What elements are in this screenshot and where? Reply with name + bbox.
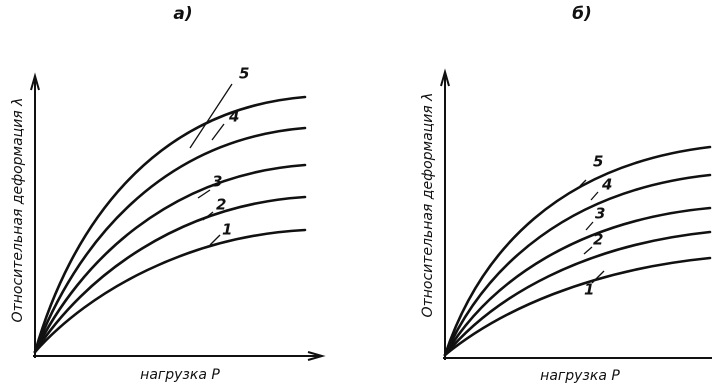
curve-label: 2 [216,196,226,214]
curve [33,163,307,354]
y-axis [30,72,40,358]
curve [33,228,307,354]
curve [443,230,712,357]
panel-b: б) Относительная деформация λ нагрузка P… [420,4,712,384]
leader [211,123,225,141]
y-axis-label: Относительная деформация λ [10,98,26,323]
leader [583,246,593,255]
curve [33,126,307,354]
curve [443,173,712,357]
leader [197,189,211,199]
leader [590,191,599,201]
leader [202,211,214,221]
panel-label: б) [572,4,592,24]
curve-label: 3 [212,173,222,191]
curve [33,195,307,354]
panel-a: а) Относительная деформация λ нагрузка P… [10,4,326,383]
x-axis-label: нагрузка P [140,367,220,383]
leader [189,83,233,149]
curve-label: 5 [593,153,603,171]
panel-label: а) [173,4,192,24]
leader [591,270,605,284]
curve-label: 3 [595,205,605,223]
x-axis [33,351,326,361]
curve-label: 2 [593,231,603,249]
curve [443,206,712,357]
leader [579,179,587,187]
leader [585,221,594,231]
y-axis [440,68,450,360]
y-axis-label: Относительная деформация λ [420,93,436,318]
curve-label: 1 [222,221,232,239]
curve-label: 5 [239,65,249,83]
curve-label: 1 [584,281,594,299]
curve-label: 4 [601,176,612,194]
curve [443,256,712,357]
x-axis-label: нагрузка P [540,368,620,384]
curve [443,145,712,357]
curve-label: 4 [228,108,239,126]
curve [33,95,307,354]
leader [209,234,221,246]
